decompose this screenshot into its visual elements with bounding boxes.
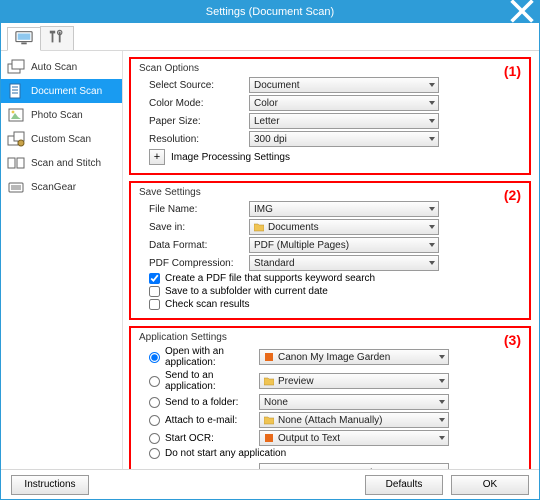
app-icon [264,352,274,362]
tab-display[interactable] [7,27,41,51]
dialog-body: Auto Scan Document Scan Photo Scan Custo… [1,51,539,469]
sidebar-item-label: Auto Scan [31,62,77,73]
label-data-format: Data Format: [139,240,249,251]
label-color-mode: Color Mode: [139,98,249,109]
label-do-not-start: Do not start any application [165,448,286,459]
label-start-ocr: Start OCR: [165,433,214,444]
label-resolution: Resolution: [139,134,249,145]
close-button[interactable] [509,3,535,19]
photo-scan-icon [7,107,25,123]
combo-save-in[interactable]: Documents [249,219,439,235]
checkbox-check-results[interactable] [149,299,160,310]
label-select-source: Select Source: [139,80,249,91]
folder-icon [264,376,274,386]
label-keyword-search: Create a PDF file that supports keyword … [165,273,375,284]
label-check-results: Check scan results [165,299,249,310]
button-more-functions[interactable]: More Functions [259,463,449,469]
combo-open-application[interactable]: Canon My Image Garden [259,349,449,365]
sidebar-item-label: Scan and Stitch [31,158,101,169]
button-defaults[interactable]: Defaults [365,475,443,495]
combo-send-application[interactable]: Preview [259,373,449,389]
sidebar-item-label: Custom Scan [31,134,91,145]
sidebar-item-document-scan[interactable]: Document Scan [1,79,122,103]
label-paper-size: Paper Size: [139,116,249,127]
radio-do-not-start[interactable] [149,448,160,459]
custom-scan-icon [7,131,25,147]
folder-icon [264,415,274,425]
label-save-in: Save in: [139,222,249,233]
combo-send-folder[interactable]: None [259,394,449,410]
tools-icon [48,29,66,48]
document-scan-icon [7,83,25,99]
scangear-icon [7,179,25,195]
window-title: Settings (Document Scan) [206,6,334,18]
combo-pdf-compression[interactable]: Standard [249,255,439,271]
radio-open-application[interactable] [149,352,160,363]
button-instructions[interactable]: Instructions [11,475,89,495]
auto-scan-icon [7,59,25,75]
expand-image-processing[interactable]: + [149,149,165,165]
radio-send-folder[interactable] [149,397,160,408]
checkbox-subfolder-date[interactable] [149,286,160,297]
ribbon-tabs [1,23,539,51]
section-title-save: Save Settings [139,187,521,198]
sidebar-item-scan-stitch[interactable]: Scan and Stitch [1,151,122,175]
tab-tools[interactable] [40,26,74,50]
sidebar-item-auto-scan[interactable]: Auto Scan [1,55,122,79]
combo-data-format[interactable]: PDF (Multiple Pages) [249,237,439,253]
section-num-2: (2) [504,187,521,203]
combo-color-mode[interactable]: Color [249,95,439,111]
footer: Instructions Defaults OK [1,469,539,499]
sidebar: Auto Scan Document Scan Photo Scan Custo… [1,51,123,469]
label-subfolder-date: Save to a subfolder with current date [165,286,328,297]
combo-select-source[interactable]: Document [249,77,439,93]
combo-attach-email[interactable]: None (Attach Manually) [259,412,449,428]
label-image-processing: Image Processing Settings [171,152,290,163]
label-file-name: File Name: [139,204,249,215]
radio-send-application[interactable] [149,376,160,387]
checkbox-keyword-search[interactable] [149,273,160,284]
button-ok[interactable]: OK [451,475,529,495]
combo-start-ocr[interactable]: Output to Text [259,430,449,446]
monitor-icon [15,30,33,49]
sidebar-item-custom-scan[interactable]: Custom Scan [1,127,122,151]
label-attach-email: Attach to e-mail: [165,415,237,426]
scan-stitch-icon [7,155,25,171]
radio-attach-email[interactable] [149,415,160,426]
sidebar-item-photo-scan[interactable]: Photo Scan [1,103,122,127]
section-num-1: (1) [504,63,521,79]
section-title-app: Application Settings [139,332,521,343]
section-application-settings: (3) Application Settings Open with an ap… [129,326,531,469]
label-pdf-compression: PDF Compression: [139,258,249,269]
combo-file-name[interactable]: IMG [249,201,439,217]
section-save-settings: (2) Save Settings File Name: IMG Save in… [129,181,531,320]
titlebar: Settings (Document Scan) [1,1,539,23]
radio-start-ocr[interactable] [149,433,160,444]
combo-paper-size[interactable]: Letter [249,113,439,129]
folder-icon [254,222,264,232]
section-title-scan: Scan Options [139,63,521,74]
combo-resolution[interactable]: 300 dpi [249,131,439,147]
settings-window: Settings (Document Scan) Auto Scan Docum… [0,0,540,500]
label-send-folder: Send to a folder: [165,397,238,408]
section-num-3: (3) [504,332,521,348]
sidebar-item-scangear[interactable]: ScanGear [1,175,122,199]
section-scan-options: (1) Scan Options Select Source: Document… [129,57,531,175]
sidebar-item-label: Document Scan [31,86,102,97]
sidebar-item-label: ScanGear [31,182,76,193]
label-send-application: Send to an application: [165,370,259,392]
app-icon [264,433,274,443]
label-open-application: Open with an application: [165,346,259,368]
sidebar-item-label: Photo Scan [31,110,83,121]
main-panel: (1) Scan Options Select Source: Document… [123,51,539,469]
